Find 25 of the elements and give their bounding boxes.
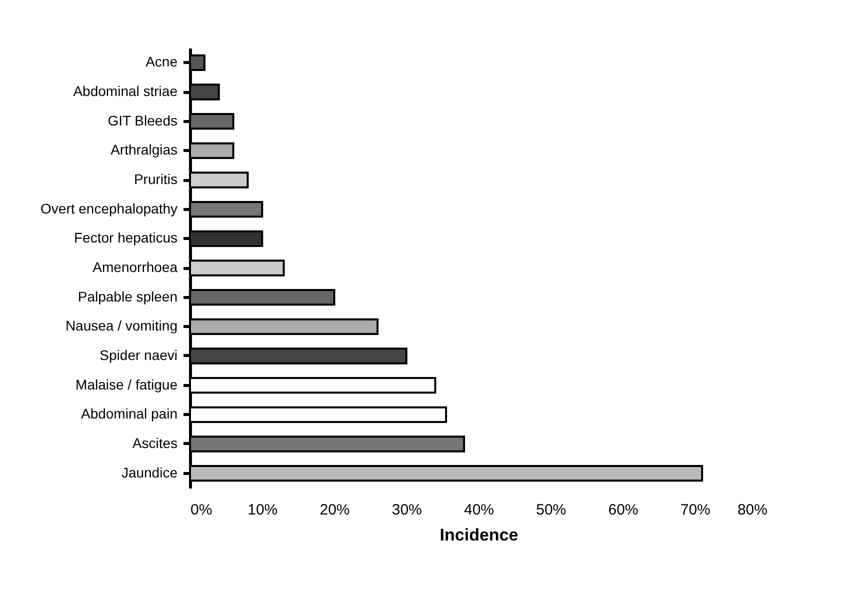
x-axis-title: Incidence [440,526,518,544]
y-tick-label: Ascites [132,435,178,451]
y-tick-label: Acne [146,54,178,70]
x-tick-label: 50% [536,502,566,518]
y-tick-label: Jaundice [121,464,178,480]
x-tick-label: 0% [190,502,212,518]
y-tick-label: Malaise / fatigue [76,376,178,392]
y-tick-label: GIT Bleeds [108,112,178,128]
y-tick-label: Spider naevi [100,347,178,363]
y-tick-label: Abdominal striae [73,83,178,99]
x-tick-label: 30% [392,502,422,518]
x-tick-label: 20% [320,502,350,518]
y-tick-label: Abdominal pain [80,406,178,422]
x-tick-label: 80% [737,502,768,518]
x-tick-label: 60% [608,502,638,518]
y-tick-label: Fector hepaticus [74,230,178,246]
y-tick-label: Overt encephalopathy [40,200,178,216]
x-tick-label: 40% [464,502,494,518]
y-tick-label: Arthralgias [110,142,178,158]
y-tick-label: Palpable spleen [78,288,178,304]
y-tick-label: Nausea / vomiting [65,318,178,334]
y-tick-label: Pruritis [134,171,178,187]
y-tick-label: Amenorrhoea [92,259,178,275]
x-tick-label: 70% [680,502,710,518]
x-tick-label: 10% [248,502,278,518]
